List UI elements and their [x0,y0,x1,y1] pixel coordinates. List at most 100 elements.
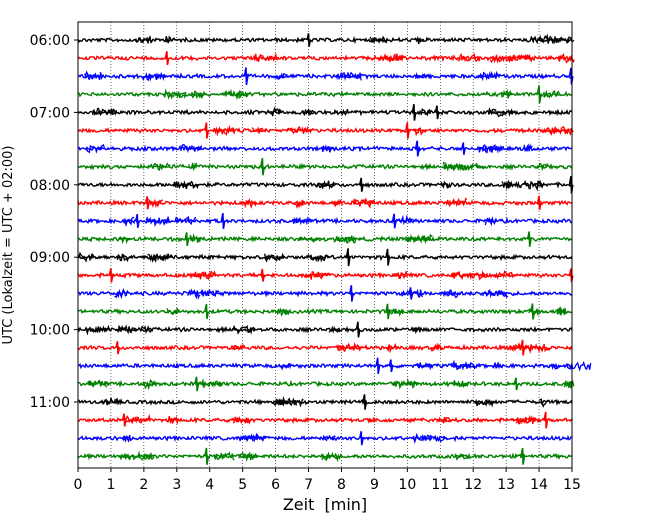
x-axis-label: Zeit [min] [283,495,367,514]
trace-burst [452,379,470,389]
trace-burst [292,216,312,226]
trace-burst [493,270,515,280]
trace-burst [87,379,107,388]
trace-burst [152,253,173,262]
trace-spike [355,321,361,338]
trace-burst [478,144,488,153]
trace-burst [189,233,202,243]
plot-frame [78,22,572,468]
trace-burst [193,270,217,281]
trace-line [77,90,573,98]
trace-burst [142,378,156,391]
trace-burst [292,198,306,209]
trace-burst [458,52,481,63]
trace-burst [271,106,283,117]
trace-spike [260,268,266,282]
trace-line [77,343,573,352]
trace-burst [116,253,133,263]
x-tick-label: 3 [172,477,181,493]
trace-burst [197,378,222,388]
trace-burst [543,89,561,99]
trace-burst [369,35,388,44]
x-tick-label: 6 [271,477,280,493]
trace-burst [125,413,151,424]
y-tick-label: 11:00 [30,395,70,411]
trace-burst [335,71,362,81]
trace-spike [358,177,364,192]
trace-spike [530,303,536,320]
trace-spike [461,142,466,155]
trace-burst [474,398,494,408]
x-tick-label: 9 [370,477,379,493]
trace-burst [190,90,204,100]
trace-spike [513,377,519,391]
trace-burst [316,180,336,190]
trace-burst [450,270,465,280]
trace-burst [333,235,358,245]
x-tick-label: 10 [398,477,416,493]
x-tick-label: 2 [139,477,148,493]
trace-line [77,434,573,443]
trace-burst [238,434,260,443]
x-axis-ticks: 0 1 2 3 4 5 6 7 8 9 10 11 12 13 14 15 [74,468,581,493]
trace-burst [303,271,329,280]
trace-spike [526,231,532,247]
trace-spike [520,339,526,356]
trace-burst [139,324,153,335]
trace-line [77,307,573,316]
trace-burst [338,342,362,353]
trace-spike [243,67,249,86]
trace-spike [414,140,420,157]
trace-burst [392,378,418,390]
trace-burst [353,197,376,209]
trace-burst [328,325,340,334]
trace-burst [263,252,286,263]
trace-spike [411,104,417,121]
trace-burst [509,342,524,352]
trace-spike [543,411,549,429]
trace-burst [339,108,350,116]
grid-lines [110,22,540,468]
trace-burst [122,435,132,443]
trace-burst [238,198,257,209]
trace-burst [166,307,179,315]
trace-spike [520,447,526,465]
trace-spike [115,341,121,355]
trace-burst [141,71,166,82]
trace-burst [500,88,513,99]
trace-burst [377,52,404,63]
trace-burst [524,343,551,354]
trace-burst [436,416,454,424]
trace-burst [415,71,431,80]
trace-burst [530,33,554,45]
trace-burst [237,91,250,99]
x-tick-label: 14 [530,477,548,493]
y-tick-label: 10:00 [30,323,70,339]
x-tick-label: 11 [431,477,449,493]
trace-burst [552,35,575,45]
trace-burst [100,397,123,406]
trace-burst [482,289,509,299]
trace-burst [557,307,567,316]
trace-burst [542,126,558,135]
trace-burst [91,107,118,117]
trace-spike [184,232,190,246]
x-tick-label: 5 [238,477,247,493]
trace-burst [253,51,279,62]
trace-spike [260,158,266,176]
trace-line [77,108,573,117]
trace-line [77,198,573,207]
trace-line [77,35,573,45]
trace-burst [414,362,433,371]
trace-line [77,54,573,63]
trace-line [77,235,573,243]
x-tick-label: 1 [106,477,115,493]
trace-burst [224,88,243,101]
trace-spike [306,33,312,47]
trace-burst [505,179,522,189]
x-tick-label: 7 [304,477,313,493]
trace-line [77,361,573,370]
trace-burst [386,308,404,317]
trace-burst [278,363,292,371]
trace-burst [537,162,549,172]
